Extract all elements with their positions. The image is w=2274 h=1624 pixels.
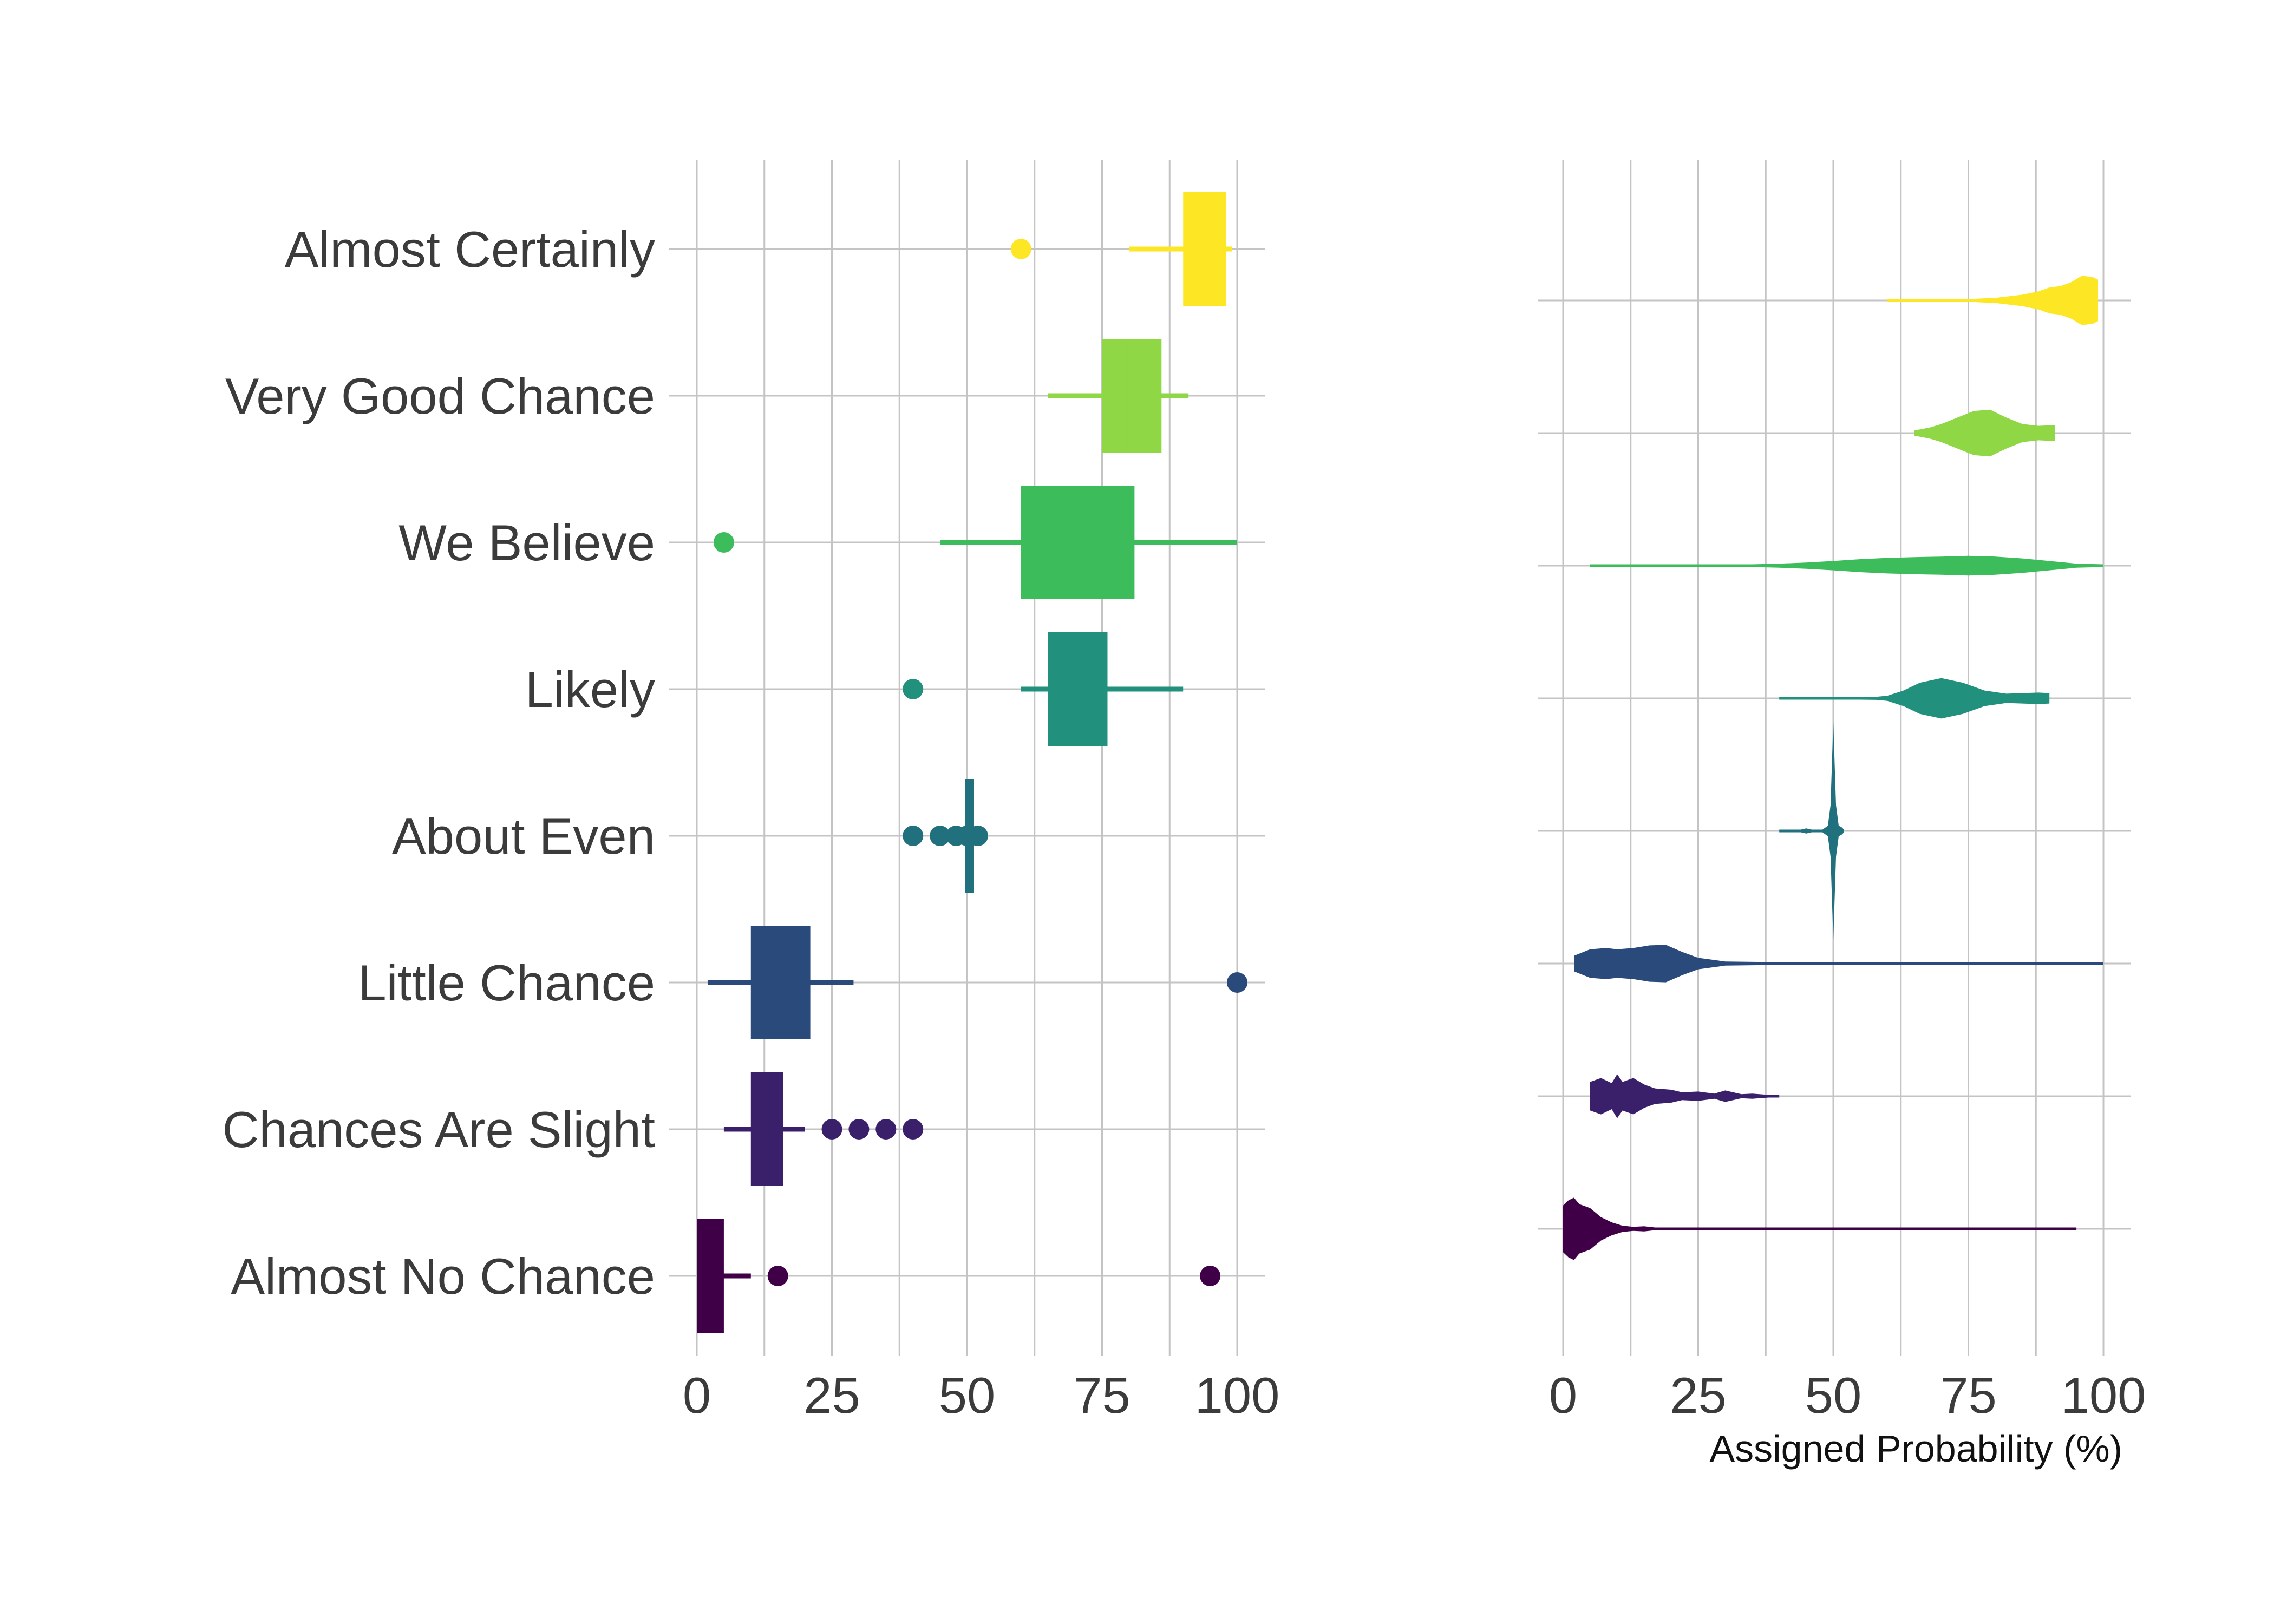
x-tick-label: 25 [803,1367,860,1424]
violin-about-even [1779,722,1844,940]
x-tick-label: 50 [939,1367,996,1424]
x-tick-label: 50 [1805,1367,1862,1424]
box-body [1021,486,1135,599]
outlier-point [1227,972,1247,993]
category-label-little-chance: Little Chance [358,954,655,1011]
violin-we-believe [1590,555,2103,576]
box-about-even [903,779,988,893]
x-tick-label: 25 [1670,1367,1727,1424]
box-plot-marks [697,192,1247,1333]
violin-chances-are-slight [1590,1074,1780,1118]
outlier-point [1200,1266,1221,1286]
box-almost-no-chance [697,1219,1221,1333]
box-little-chance [707,926,1247,1039]
outlier-point [767,1266,788,1286]
x-tick-label: 100 [2061,1367,2146,1424]
box-body [750,926,811,1039]
box-very-good-chance [1048,339,1189,453]
box-body [1048,632,1108,746]
box-plot-panel: Almost Certainly Very Good Chance We Belie… [223,160,1280,1424]
box-we-believe [713,486,1237,599]
box-almost-certainly [1010,192,1232,306]
box-body [1183,192,1227,306]
outlier-point [875,1119,897,1140]
category-label-about-even: About Even [392,808,655,865]
x-tick-label: 75 [1940,1367,1997,1424]
outlier-point [713,532,734,553]
outlier-point [848,1119,870,1140]
x-tick-label: 0 [683,1367,711,1424]
outlier-point [967,826,988,846]
box-body [697,1219,724,1333]
category-label-chances-are-slight: Chances Are Slight [223,1101,655,1158]
x-axis-title: Assigned Probability (%) [1709,1427,2122,1470]
box-plot-x-tick-labels: 0 25 50 75 100 [683,1367,1280,1424]
box-body [750,1072,783,1186]
violin-likely [1779,678,2050,719]
category-labels: Almost Certainly Very Good Chance We Belie… [223,221,655,1305]
category-label-almost-no-chance: Almost No Chance [231,1248,655,1305]
violin-plot-x-tick-labels: 0 25 50 75 100 [1549,1367,2146,1424]
violin-plot-panel: 0 25 50 75 100 Assigned Probability (%) [1538,160,2146,1470]
outlier-point [903,826,924,846]
box-body [1102,339,1162,453]
x-tick-label: 0 [1549,1367,1577,1424]
violin-plot-marks [1563,276,2103,1260]
violin-almost-no-chance [1563,1197,2077,1260]
category-label-very-good-chance: Very Good Chance [225,368,655,424]
outlier-point [1010,239,1031,259]
violin-almost-certainly [1887,276,2098,325]
outlier-point [821,1119,842,1140]
box-likely [903,632,1184,746]
outlier-point [903,679,924,699]
violin-very-good-chance [1914,409,2055,457]
x-tick-label: 100 [1195,1367,1280,1424]
category-label-almost-certainly: Almost Certainly [285,221,655,278]
category-label-likely: Likely [525,661,655,718]
x-tick-label: 75 [1074,1367,1131,1424]
violin-little-chance [1574,945,2103,983]
box-chances-are-slight [723,1072,924,1186]
outlier-point [903,1119,924,1140]
outlier-point [930,826,951,846]
category-label-we-believe: We Believe [398,514,655,571]
